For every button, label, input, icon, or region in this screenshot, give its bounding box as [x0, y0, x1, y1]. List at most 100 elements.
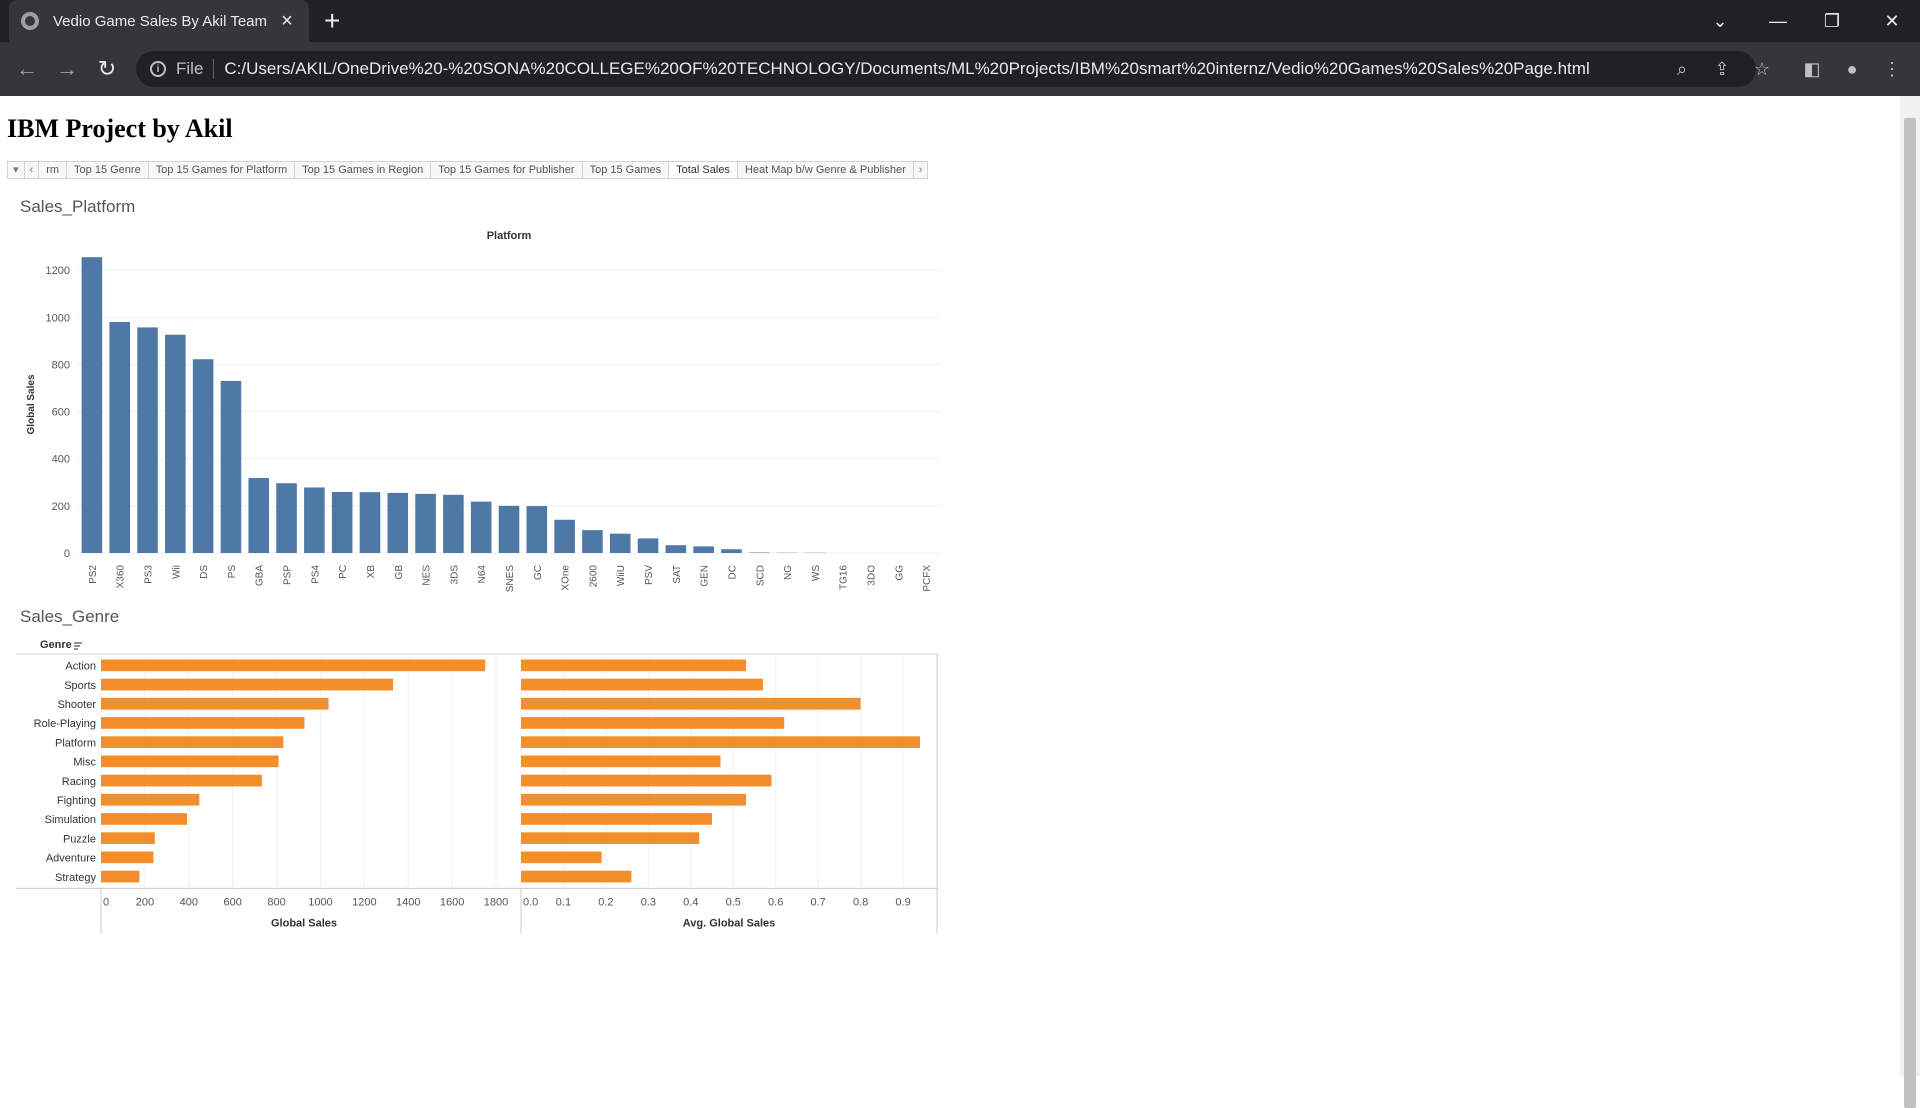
bar-wiiu: [610, 534, 631, 553]
browser-tab[interactable]: Vedio Game Sales By Akil Team ×: [9, 0, 309, 42]
genre-section-title: Sales_Genre: [20, 607, 119, 627]
address-bar[interactable]: i File C:/Users/AKIL/OneDrive%20-%20SONA…: [136, 51, 1756, 87]
bar-shooter: [101, 698, 329, 710]
profile-icon[interactable]: ●: [1837, 54, 1867, 84]
scrollbar-thumb[interactable]: [1904, 118, 1916, 1108]
bar-racing: [101, 775, 262, 787]
genre-label: Action: [65, 661, 96, 673]
bar-ps: [221, 381, 242, 553]
bar-nes: [415, 494, 436, 553]
reload-icon[interactable]: ↻: [92, 54, 122, 84]
bar-strategy: [521, 871, 631, 883]
tab-top15-games[interactable]: Top 15 Games: [583, 162, 670, 178]
back-icon[interactable]: ←: [12, 54, 42, 84]
bar-racing: [521, 775, 771, 787]
forward-icon[interactable]: →: [52, 54, 82, 84]
tabs-next-icon[interactable]: ›: [914, 162, 928, 178]
genre-label: Simulation: [45, 814, 96, 826]
bar-strategy: [101, 871, 139, 883]
bar-puzzle: [521, 832, 699, 844]
y-tick-label: 600: [52, 407, 70, 419]
x-tick-label: 1600: [440, 896, 464, 908]
bar-platform: [521, 736, 920, 748]
bar-snes: [499, 506, 520, 553]
x-tick-label: 1000: [308, 896, 332, 908]
side-panel-icon[interactable]: ◧: [1797, 54, 1827, 84]
bar-dc: [721, 549, 742, 553]
bar-action: [521, 660, 746, 672]
browser-tabbar: Vedio Game Sales By Akil Team × + ⌄ — ❐ …: [0, 0, 1920, 42]
share-icon[interactable]: ⇪: [1707, 54, 1737, 84]
x-tick-label: PS4: [310, 565, 321, 584]
x-tick-label: SNES: [505, 565, 516, 593]
y-tick-label: 1200: [46, 265, 70, 277]
tab-platform-partial[interactable]: rm: [39, 162, 67, 178]
new-tab-icon[interactable]: +: [324, 6, 340, 36]
bar-gb: [387, 493, 408, 553]
bar-gc: [527, 506, 548, 553]
close-window-icon[interactable]: ✕: [1866, 0, 1918, 42]
bar-shooter: [521, 698, 861, 710]
tab-search-icon[interactable]: ⌄: [1694, 0, 1746, 42]
tab-heat-map[interactable]: Heat Map b/w Genre & Publisher: [738, 162, 914, 178]
tabs-prev-icon[interactable]: ‹: [25, 162, 40, 178]
sort-icon: [74, 643, 82, 649]
x-tick-label: NG: [783, 565, 794, 580]
y-tick-label: 400: [52, 454, 70, 466]
tabs-dropdown-icon[interactable]: ▾: [8, 162, 25, 178]
page-scrollbar[interactable]: [1900, 96, 1920, 1076]
bar-puzzle: [101, 832, 155, 844]
restore-icon[interactable]: ❐: [1806, 0, 1858, 42]
bar-ps2: [82, 257, 103, 553]
x-axis-label: Global Sales: [271, 917, 337, 929]
genre-sales-chart: GenreActionSportsShooterRole-PlayingPlat…: [0, 634, 960, 934]
x-tick-label: XOne: [561, 565, 572, 591]
x-tick-label: N64: [477, 565, 488, 584]
bar-adventure: [521, 852, 602, 864]
bar-adventure: [101, 852, 153, 864]
sheet-tabs: ▾ ‹ rm Top 15 Genre Top 15 Games for Pla…: [7, 161, 928, 179]
bar-gen: [693, 546, 714, 553]
tab-top15-games-region[interactable]: Top 15 Games in Region: [295, 162, 431, 178]
x-tick-label: 1200: [352, 896, 376, 908]
x-tick-label: PS3: [144, 565, 155, 584]
x-tick-label: 0.5: [726, 896, 741, 908]
x-tick-label: PS: [227, 565, 238, 579]
x-tick-label: DC: [727, 565, 738, 579]
minimize-icon[interactable]: —: [1752, 0, 1804, 42]
bar-action: [101, 660, 485, 672]
genre-label: Strategy: [55, 872, 96, 884]
y-axis-label: Global Sales: [26, 374, 37, 434]
bar-simulation: [521, 813, 712, 825]
bookmark-star-icon[interactable]: ☆: [1747, 54, 1777, 84]
x-tick-label: Wii: [171, 565, 182, 579]
bar-pc: [332, 492, 353, 553]
bar-psv: [638, 538, 659, 553]
url-text[interactable]: C:/Users/AKIL/OneDrive%20-%20SONA%20COLL…: [224, 59, 1589, 79]
x-tick-label: PC: [338, 565, 349, 579]
x-tick-label: 2600: [588, 565, 599, 588]
info-icon[interactable]: i: [150, 61, 166, 77]
x-tick-label: SAT: [672, 565, 683, 584]
bar-sports: [101, 679, 393, 691]
genre-label: Fighting: [57, 795, 96, 807]
tab-top15-genre[interactable]: Top 15 Genre: [67, 162, 149, 178]
x-tick-label: 0.4: [683, 896, 698, 908]
bar-misc: [101, 756, 279, 768]
y-tick-label: 1000: [46, 312, 70, 324]
x-tick-label: NES: [422, 565, 433, 586]
y-tick-label: 800: [52, 359, 70, 371]
tab-total-sales[interactable]: Total Sales: [669, 162, 738, 178]
tab-top15-games-publisher[interactable]: Top 15 Games for Publisher: [431, 162, 582, 178]
bar-xb: [360, 492, 381, 553]
x-tick-label: 0.9: [895, 896, 910, 908]
y-tick-label: 200: [52, 501, 70, 513]
bar-role-playing: [101, 717, 304, 729]
tab-top15-games-platform[interactable]: Top 15 Games for Platform: [149, 162, 295, 178]
close-tab-icon[interactable]: ×: [277, 11, 297, 31]
menu-icon[interactable]: ⋮: [1877, 54, 1907, 84]
x-tick-label: DS: [199, 565, 210, 579]
zoom-icon[interactable]: ⌕: [1667, 54, 1697, 84]
x-tick-label: 3DS: [449, 565, 460, 585]
